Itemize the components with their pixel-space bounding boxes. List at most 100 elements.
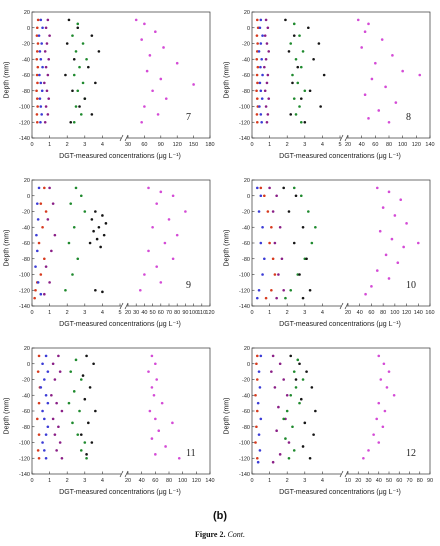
chart-panel-11: 20 0 -20 -40 -60 -80 -100 -120 -140 0 1 2 3 4 20 40 60 80… [0,336,220,504]
data-point [298,362,301,366]
data-point [36,281,40,284]
data-point [83,441,87,444]
data-point [44,265,48,268]
data-point [282,417,285,421]
axis-break-gap [121,135,127,141]
data-point [97,50,101,53]
data-point [360,46,363,49]
x-tick-label: 40 [359,142,365,148]
data-point [294,386,298,389]
y-tick-label: -20 [22,210,30,216]
y-tick-label: -140 [239,472,250,478]
data-point [256,81,259,85]
data-point [44,65,48,69]
data-point [292,22,296,26]
y-tick-label: -80 [22,425,30,431]
x-tick-label: 40 [357,310,363,316]
data-point [36,449,40,452]
caption-continued: Cont. [227,530,246,539]
data-point [140,38,143,41]
data-point [289,42,293,45]
y-tick-label: 0 [27,362,30,368]
axis-break-mark [344,134,349,142]
data-point [377,109,381,112]
data-point [97,225,101,229]
data-point [370,285,373,288]
x-tick-label: 4 [321,142,324,148]
data-point [301,225,305,229]
y-axis-label: Depth (mm) [0,40,14,120]
data-point [259,194,263,198]
axis-break-gap [121,471,127,477]
data-point [282,186,285,190]
data-point [278,453,282,456]
data-point [74,186,78,190]
y-tick-label: 20 [244,178,250,184]
data-point [255,57,259,61]
data-point [285,393,289,397]
data-point [38,97,42,100]
data-point [266,73,270,77]
data-point [159,281,163,284]
data-point [287,210,291,213]
data-point [273,241,277,245]
x-tick-label: 1 [268,310,271,316]
plot-frame [251,347,431,475]
data-point [147,370,150,373]
data-point [260,97,264,100]
data-point [273,273,277,276]
data-point [257,210,261,213]
x-tick-label: 3 [83,310,86,316]
data-point [53,433,57,436]
data-point [299,97,303,100]
x-tick-label: 140 [205,478,214,484]
data-point [140,120,143,124]
data-point [83,210,87,213]
x-tick-label: 90 [158,142,164,148]
y-tick-label: -40 [22,225,30,231]
data-point [301,50,305,53]
data-point [379,378,383,381]
data-point [46,370,50,373]
data-point [418,73,422,77]
y-tick-label: -100 [239,273,250,279]
data-point [270,370,273,373]
data-point [255,97,259,100]
x-tick-label: 1 [268,142,271,148]
data-point [266,113,270,116]
data-point [46,113,50,116]
y-axis-label: Depth (mm) [0,208,14,288]
data-point [308,456,312,460]
data-point [263,65,266,69]
data-point [101,290,104,294]
y-tick-label: -20 [242,210,250,216]
data-point [72,120,76,124]
data-point [322,73,326,77]
data-point [303,421,307,425]
data-point [64,288,67,292]
data-point [44,433,48,436]
x-tick-label: 100 [189,310,198,316]
data-point [171,194,175,198]
data-point [79,113,83,116]
data-point [282,378,285,381]
data-point [261,34,264,37]
data-point [64,73,67,77]
data-point [271,460,275,464]
data-point [35,89,38,93]
data-point [67,18,71,22]
data-point [291,81,294,85]
data-point [90,441,94,444]
data-point [307,210,310,213]
data-point [45,42,49,45]
data-point [46,401,50,405]
data-point [291,425,294,429]
chart-panel-7: 20 0 -20 -40 -60 -80 -100 -120 -140 0 1 2 3 4 30 60 90 12… [0,0,220,168]
x-tick-label: 80 [174,310,180,316]
y-tick-label: 0 [247,194,250,200]
y-tick-label: -40 [22,57,30,63]
x-tick-label: 3 [303,310,306,316]
data-point [255,73,259,77]
data-point [55,401,58,405]
